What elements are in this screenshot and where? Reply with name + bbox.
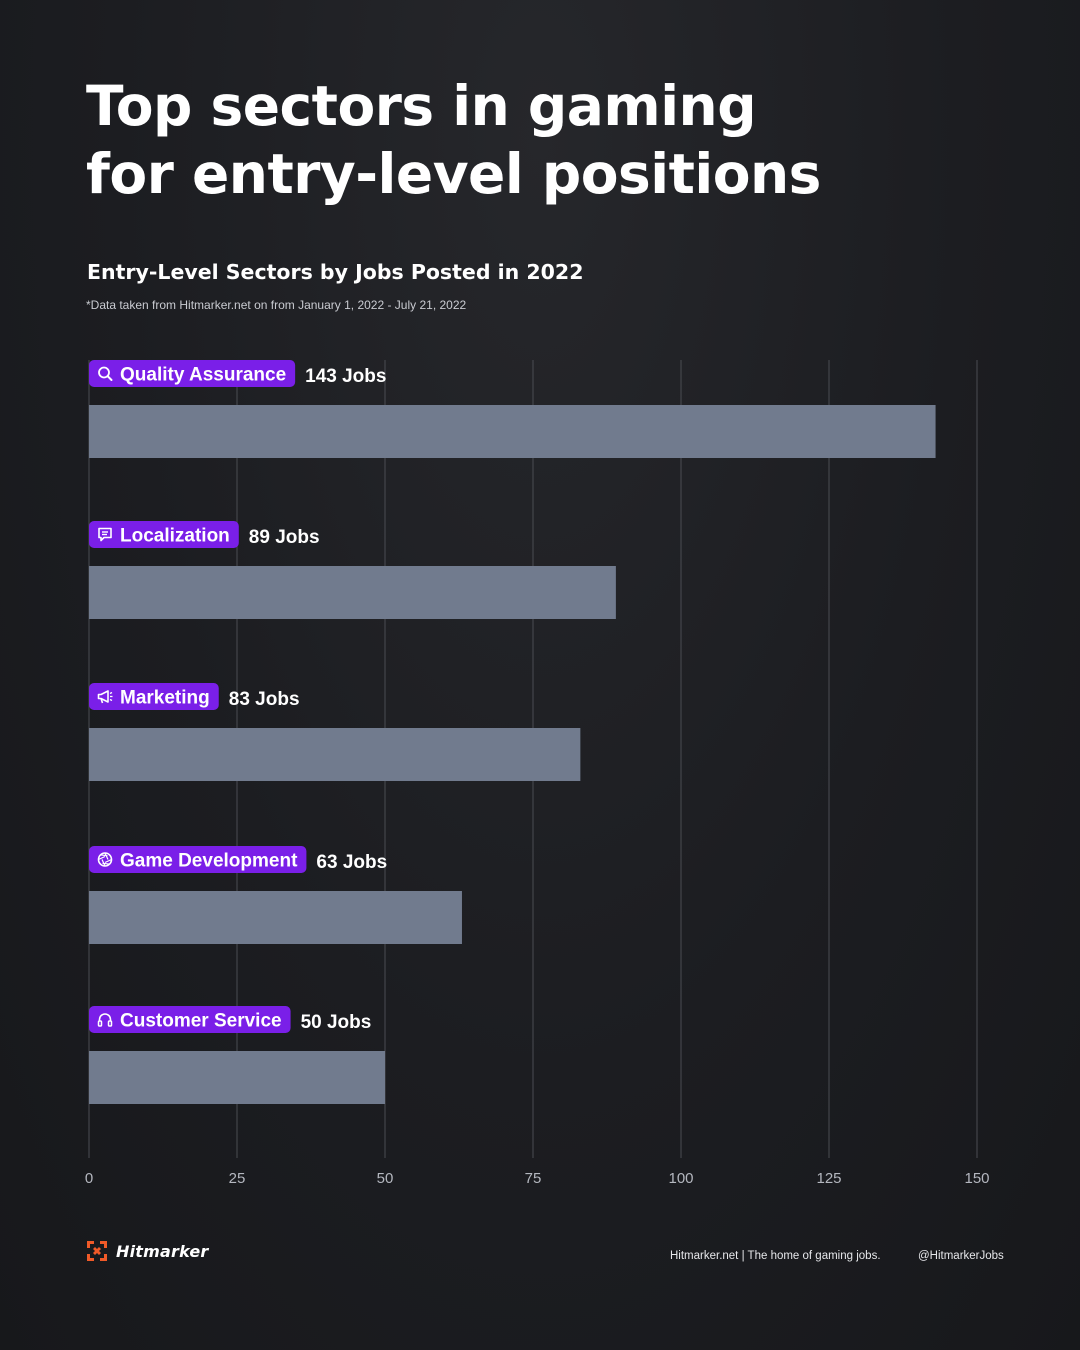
category-label: Localization: [120, 526, 230, 547]
data-source-footnote: *Data taken from Hitmarker.net on from J…: [86, 298, 467, 312]
search-icon: [98, 366, 113, 381]
category-label: Customer Service: [120, 1011, 282, 1032]
bar-row: Customer Service 50 Jobs: [89, 1006, 385, 1104]
x-tick-label: 150: [964, 1170, 989, 1187]
x-tick-label: 25: [229, 1170, 246, 1187]
hitmarker-crosshair-icon: [87, 1241, 107, 1261]
hitmarker-logo[interactable]: Hitmarker: [86, 1240, 209, 1262]
x-tick-label: 75: [525, 1170, 542, 1187]
page-title: Top sectors in gaming for entry-level po…: [86, 72, 1006, 208]
value-label: 83 Jobs: [229, 689, 300, 710]
value-label: 50 Jobs: [301, 1012, 372, 1033]
megaphone-icon: [97, 690, 113, 704]
aperture-icon: [97, 852, 113, 867]
category-label: Game Development: [120, 851, 298, 872]
chart-subtitle: Entry-Level Sectors by Jobs Posted in 20…: [87, 260, 584, 284]
x-tick-label: 0: [85, 1170, 93, 1187]
bars: Quality Assurance 143 Jobs Localization 89 …: [89, 360, 936, 1104]
x-axis-ticks: 0 25 50 75 100 125 150: [85, 1170, 990, 1187]
bar-row: Game Development 63 Jobs: [89, 846, 462, 944]
footer-tagline: Hitmarker.net | The home of gaming jobs.: [670, 1250, 881, 1262]
category-badge-bg: [89, 360, 296, 387]
x-tick-label: 125: [816, 1170, 841, 1187]
bar: [89, 891, 462, 944]
category-badge: Customer Service: [89, 1006, 291, 1033]
category-badge-bg: [89, 521, 239, 548]
value-label: 63 Jobs: [316, 852, 387, 873]
category-badge: Marketing: [89, 683, 219, 710]
bar: [89, 405, 936, 458]
bar-row: Localization 89 Jobs: [89, 521, 616, 619]
category-badge-bg: [89, 846, 307, 873]
value-label: 89 Jobs: [249, 527, 320, 548]
chat-icon: [98, 527, 112, 542]
brand-name: Hitmarker: [116, 1241, 209, 1261]
category-badge: Quality Assurance: [89, 360, 296, 387]
x-tick-label: 50: [377, 1170, 394, 1187]
bar: [89, 566, 616, 619]
title-line-1: Top sectors in gaming: [86, 74, 757, 138]
headset-icon: [97, 1013, 113, 1027]
bar-row: Quality Assurance 143 Jobs: [89, 360, 936, 458]
social-handle[interactable]: @HitmarkerJobs: [918, 1250, 1004, 1262]
bar-row: Marketing 83 Jobs: [89, 683, 581, 781]
title-line-2: for entry-level positions: [86, 142, 821, 206]
value-label: 143 Jobs: [305, 366, 386, 387]
category-label: Marketing: [120, 688, 210, 709]
category-badge-bg: [89, 683, 219, 710]
category-badge-bg: [89, 1006, 291, 1033]
x-tick-label: 100: [668, 1170, 693, 1187]
category-badge: Game Development: [89, 846, 307, 873]
bar: [89, 1051, 385, 1104]
category-badge: Localization: [89, 521, 239, 548]
bar: [89, 728, 581, 781]
category-label: Quality Assurance: [120, 365, 286, 386]
